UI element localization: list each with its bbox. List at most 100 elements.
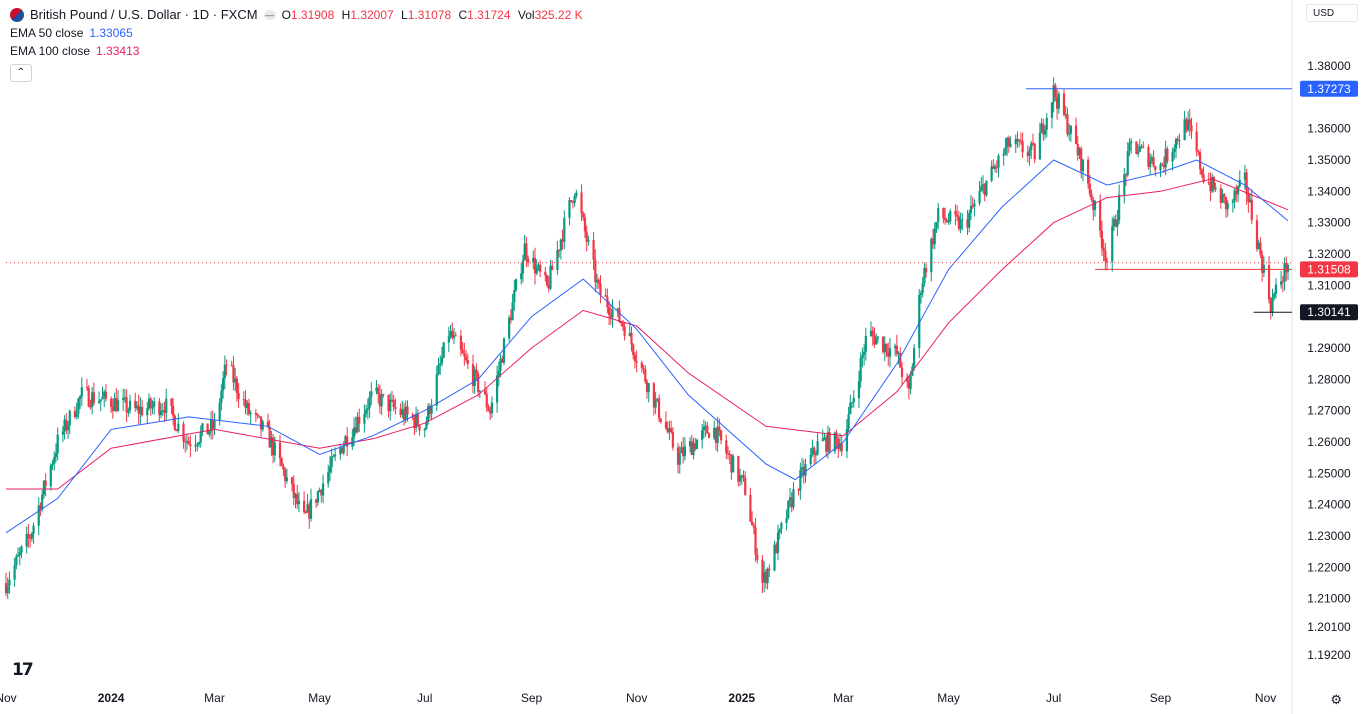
candle-body: [671, 431, 674, 448]
chevron-up-icon[interactable]: ⌃: [10, 64, 32, 82]
candle-body: [532, 257, 535, 263]
candle-body: [85, 387, 89, 389]
candle-body: [921, 283, 924, 293]
candle-body: [354, 427, 357, 433]
candle-body: [141, 406, 144, 416]
symbol-title[interactable]: British Pound / U.S. Dollar · 1D · FXCM: [30, 7, 258, 22]
candle-body: [706, 425, 709, 434]
candle-body: [1231, 200, 1234, 203]
candle-body: [871, 330, 874, 336]
candle-body: [165, 398, 168, 414]
candle-body: [222, 378, 225, 391]
candle-body: [237, 393, 240, 400]
ema100-legend[interactable]: EMA 100 close 1.33413: [10, 42, 587, 60]
candle-body: [714, 428, 718, 443]
candle-body: [559, 239, 562, 251]
candle-body: [249, 412, 252, 415]
candle-body: [111, 406, 114, 412]
candle-body: [194, 444, 197, 447]
candle-body: [933, 228, 936, 245]
candle-body: [773, 544, 776, 571]
candle-body: [285, 477, 288, 482]
candle-body: [75, 413, 78, 417]
candle-body: [1128, 143, 1131, 152]
candle-body: [1207, 182, 1210, 184]
candle-body: [583, 217, 587, 232]
candle-body: [533, 257, 537, 274]
candle-body: [475, 369, 478, 374]
candle-body: [563, 217, 566, 242]
candle-body: [1054, 85, 1057, 98]
candle-body: [993, 166, 997, 169]
ema50-legend[interactable]: EMA 50 close 1.33065: [10, 24, 587, 42]
candle-body: [451, 330, 454, 338]
candle-body: [895, 345, 898, 354]
candle-body: [558, 249, 561, 251]
candle-body: [189, 444, 192, 447]
candle-body: [785, 517, 788, 524]
candle-body: [344, 436, 347, 445]
candle-body: [247, 403, 251, 415]
candle-body: [1280, 281, 1283, 285]
candle-body: [1274, 284, 1278, 294]
tradingview-logo-icon[interactable]: 17: [12, 660, 34, 680]
candle-body: [930, 238, 933, 273]
y-tick-label: 1.27000: [1307, 404, 1351, 418]
candle-body: [1171, 151, 1174, 162]
candle-body: [401, 409, 404, 415]
candle-body: [1040, 123, 1043, 133]
candle-body: [814, 454, 817, 456]
candle-body: [644, 369, 647, 382]
candle-body: [497, 370, 500, 376]
candle-body: [1257, 242, 1260, 250]
candle-body: [520, 273, 523, 280]
candle-body: [719, 430, 723, 441]
candle-body: [682, 447, 685, 457]
candle-body: [199, 431, 202, 443]
candle-body: [604, 295, 607, 297]
candle-body: [837, 439, 840, 449]
candle-body: [1104, 250, 1107, 262]
candle-body: [1081, 159, 1085, 172]
currency-selector[interactable]: USD: [1306, 4, 1358, 22]
candle-body: [704, 425, 707, 427]
candle-body: [1223, 193, 1226, 198]
candle-body: [87, 387, 90, 407]
ema50-value: 1.33065: [89, 26, 133, 40]
candle-body: [668, 428, 671, 433]
candle-body: [943, 218, 947, 221]
minimize-icon[interactable]: —: [263, 10, 276, 20]
candle-body: [1211, 177, 1214, 192]
candle-body: [44, 480, 47, 487]
candle-body: [594, 259, 597, 283]
candle-body: [881, 336, 885, 353]
candle-body: [65, 419, 68, 431]
candle-body: [1038, 132, 1041, 160]
candle-body: [1199, 152, 1202, 170]
candle-body: [1174, 138, 1178, 149]
candle-body: [211, 419, 214, 429]
candle-body: [149, 398, 152, 409]
candle-body: [888, 348, 892, 357]
candle-body: [1214, 188, 1217, 190]
candle-body: [1195, 131, 1198, 152]
candle-body: [568, 200, 571, 218]
candle-body: [358, 416, 361, 424]
candle-body: [981, 184, 985, 187]
candle-body: [406, 406, 409, 415]
candle-body: [134, 400, 137, 409]
y-tick-label: 1.36000: [1307, 122, 1351, 136]
candle-body: [595, 279, 599, 283]
candle-body: [259, 416, 263, 430]
recent-low-line-tag-text: 1.30141: [1307, 305, 1351, 319]
gear-icon[interactable]: ⚙: [1330, 692, 1342, 707]
candle-body: [894, 345, 897, 349]
candle-body: [330, 456, 333, 467]
candle-body: [1149, 160, 1152, 167]
candle-body: [430, 405, 433, 414]
candle-body: [792, 489, 795, 508]
candle-body: [1033, 143, 1036, 160]
volume-value: 325.22 K: [534, 8, 583, 22]
candle-body: [254, 412, 257, 415]
